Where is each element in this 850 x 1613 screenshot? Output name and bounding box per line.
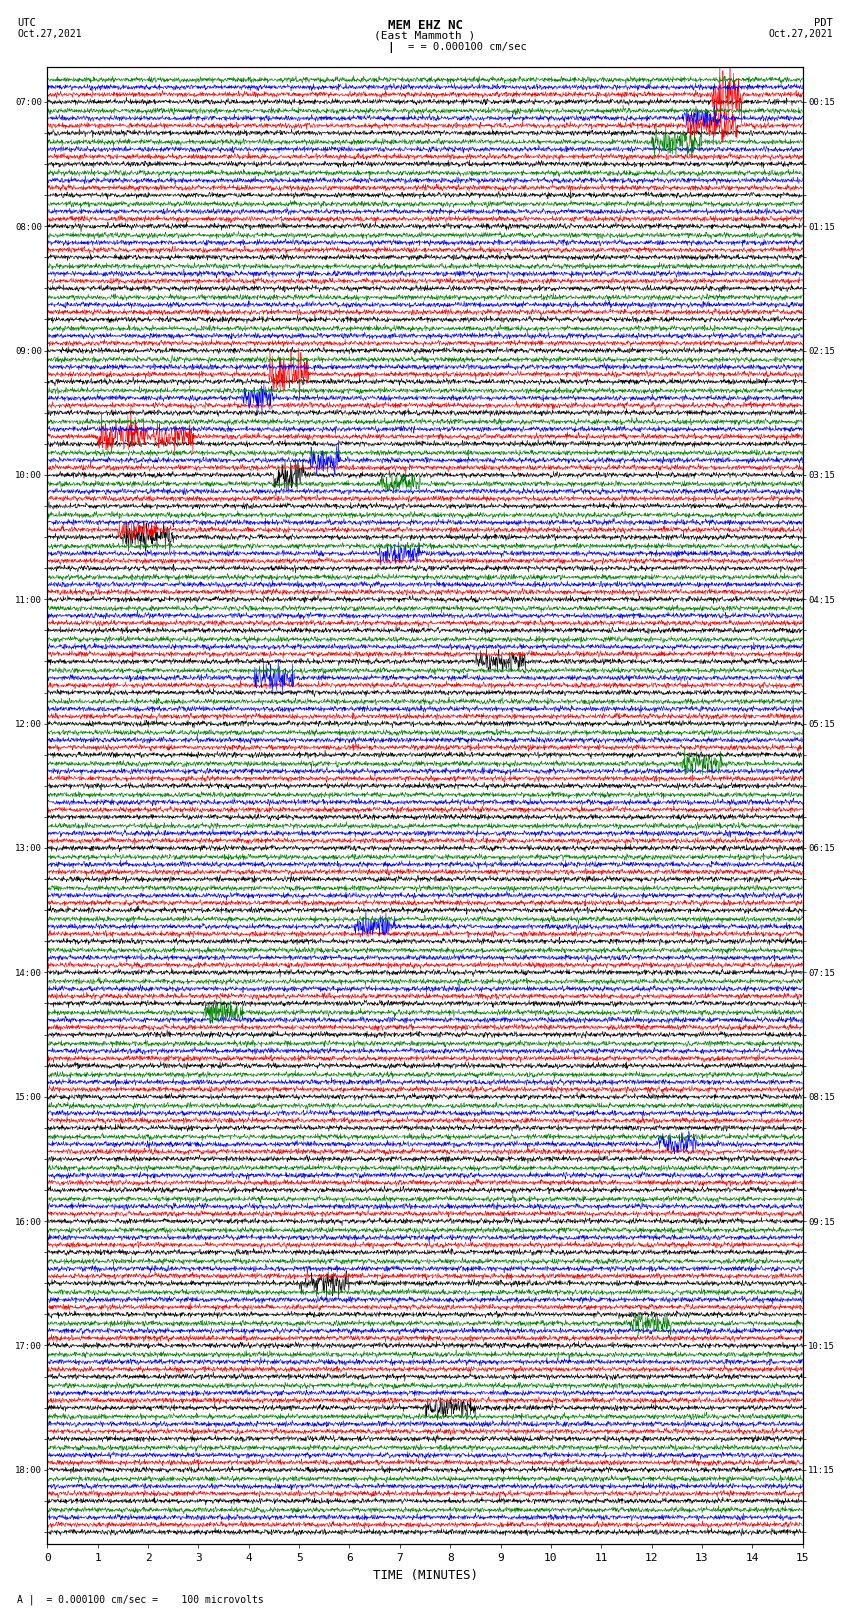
Text: PDT: PDT — [814, 18, 833, 27]
Text: Oct.27,2021: Oct.27,2021 — [768, 29, 833, 39]
X-axis label: TIME (MINUTES): TIME (MINUTES) — [372, 1569, 478, 1582]
Text: = = 0.000100 cm/sec: = = 0.000100 cm/sec — [408, 42, 527, 52]
Text: (East Mammoth ): (East Mammoth ) — [374, 31, 476, 40]
Text: UTC: UTC — [17, 18, 36, 27]
Text: MEM EHZ NC: MEM EHZ NC — [388, 19, 462, 32]
Text: Oct.27,2021: Oct.27,2021 — [17, 29, 82, 39]
Text: A |  = 0.000100 cm/sec =    100 microvolts: A | = 0.000100 cm/sec = 100 microvolts — [17, 1594, 264, 1605]
Text: |: | — [388, 42, 394, 53]
